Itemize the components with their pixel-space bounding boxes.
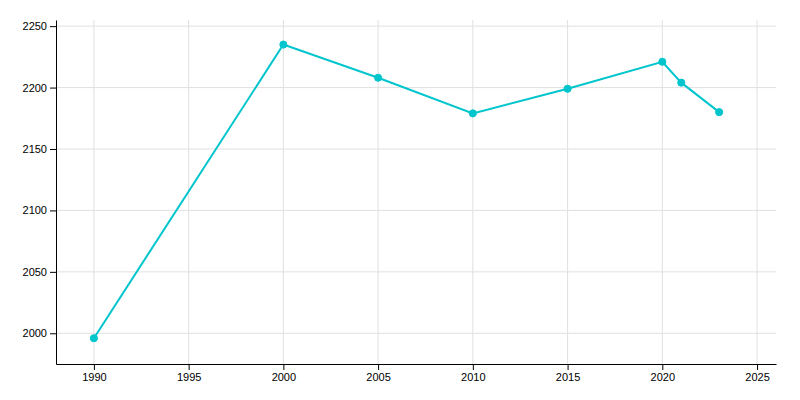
grid-line	[56, 333, 776, 334]
marker	[469, 110, 476, 117]
marker	[659, 58, 666, 65]
tick-mark	[50, 333, 56, 334]
marker	[564, 85, 571, 92]
tick-label: 2020	[651, 371, 675, 383]
tick: 2100	[23, 204, 56, 216]
marker	[375, 74, 382, 81]
grid-line	[567, 20, 568, 364]
tick: 2250	[23, 20, 56, 32]
tick: 1990	[82, 364, 106, 383]
tick-label: 2150	[23, 143, 47, 155]
tick: 2005	[366, 364, 390, 383]
tick-label: 1995	[177, 371, 201, 383]
grid-line	[56, 210, 776, 211]
marker	[280, 41, 287, 48]
tick: 2020	[651, 364, 675, 383]
tick-mark	[378, 364, 379, 370]
grid-line	[283, 20, 284, 364]
tick-label: 2005	[366, 371, 390, 383]
tick-mark	[189, 364, 190, 370]
tick: 2015	[556, 364, 580, 383]
grid-line	[378, 20, 379, 364]
tick-mark	[283, 364, 284, 370]
marker	[716, 109, 723, 116]
tick-label: 2050	[23, 266, 47, 278]
tick-label: 2100	[23, 204, 47, 216]
y-axis: 2000 2050 2100 2150 2200 2250	[23, 20, 57, 364]
grid-line	[757, 20, 758, 364]
grid-line	[472, 20, 473, 364]
tick: 2025	[745, 364, 769, 383]
tick-mark	[50, 210, 56, 211]
tick-mark	[757, 364, 758, 370]
grid	[56, 20, 776, 364]
tick: 2200	[23, 82, 56, 94]
tick: 2150	[23, 143, 56, 155]
tick: 2050	[23, 266, 56, 278]
tick: 1995	[177, 364, 201, 383]
tick-mark	[662, 364, 663, 370]
tick: 2010	[461, 364, 485, 383]
tick-label: 2250	[23, 20, 47, 32]
x-axis: 1990 1995 2000 2005 2010 2015 2020 2025	[57, 364, 777, 383]
tick-mark	[94, 364, 95, 370]
grid-line	[56, 271, 776, 272]
grid-line	[56, 87, 776, 88]
tick-mark	[50, 26, 56, 27]
axis-line	[56, 21, 57, 365]
grid-line	[662, 20, 663, 364]
tick-label: 2200	[23, 82, 47, 94]
plot: 1990 1995 2000 2005 2010 2015 2020 2025 2000 2050…	[23, 20, 777, 383]
chart: 1990 1995 2000 2005 2010 2015 2020 2025 2000 2050…	[0, 0, 800, 400]
tick-mark	[50, 149, 56, 150]
tick-label: 2010	[461, 371, 485, 383]
marks	[90, 41, 722, 342]
grid-line	[93, 20, 94, 364]
tick-mark	[568, 364, 569, 370]
tick-label: 2000	[23, 327, 47, 339]
line	[94, 45, 719, 339]
tick-label: 2015	[556, 371, 580, 383]
tick: 2000	[23, 327, 56, 339]
marker	[678, 79, 685, 86]
tick-label: 2000	[272, 371, 296, 383]
tick-label: 1990	[82, 371, 106, 383]
tick: 2000	[272, 364, 296, 383]
marker	[90, 335, 97, 342]
tick-mark	[50, 272, 56, 273]
tick-mark	[473, 364, 474, 370]
grid-line	[56, 149, 776, 150]
grid-line	[56, 26, 776, 27]
tick-label: 2025	[745, 371, 769, 383]
tick-mark	[50, 88, 56, 89]
axis-line	[57, 364, 777, 365]
